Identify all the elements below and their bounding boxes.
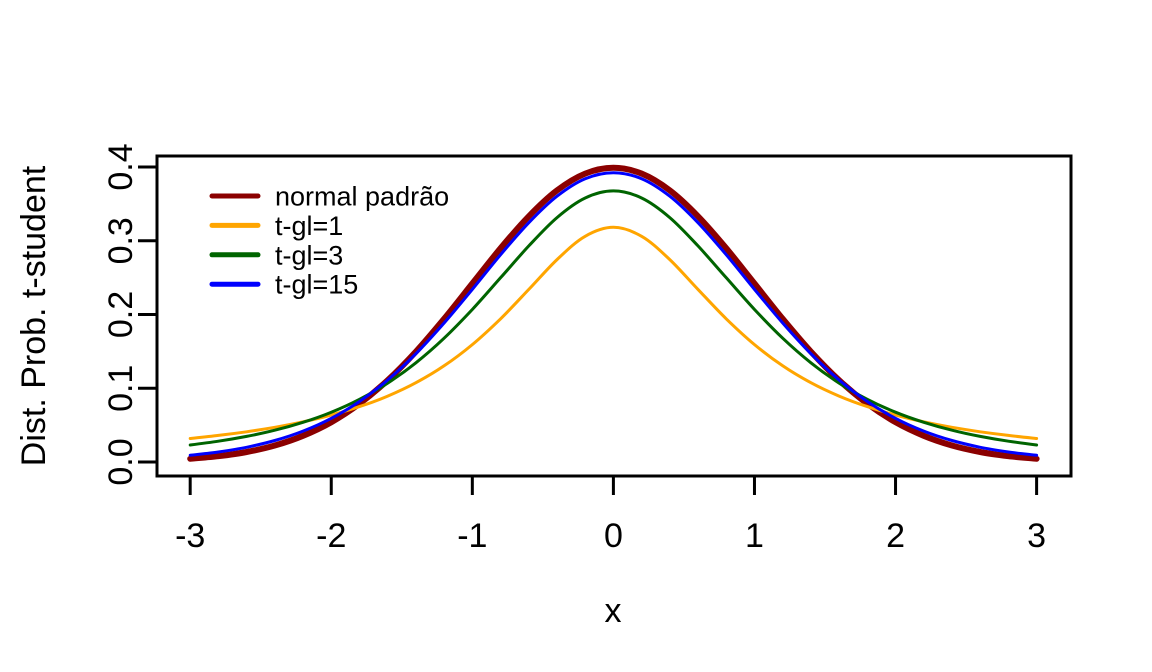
curve-t-gl-3 — [188, 189, 1039, 447]
x-tick-label: -3 — [175, 517, 205, 555]
y-axis: 0.0 0.1 0.2 0.3 0.4 — [102, 143, 157, 486]
legend-label: t-gl=1 — [275, 211, 343, 241]
x-axis-title: x — [605, 592, 622, 630]
legend-label: t-gl=3 — [275, 240, 343, 270]
y-axis-title: Dist. Prob. t-student — [15, 165, 53, 466]
x-tick-label: -1 — [457, 517, 487, 555]
curve-t-gl-1 — [188, 225, 1039, 440]
curve-t-gl-15 — [188, 171, 1039, 457]
x-tick-label: 0 — [604, 517, 623, 555]
x-tick-label: 2 — [886, 517, 905, 555]
legend-label: normal padrão — [275, 182, 449, 212]
y-tick-label: 0.1 — [102, 365, 140, 412]
y-tick-label: 0.4 — [102, 143, 140, 190]
y-tick-label: 0.3 — [102, 217, 140, 264]
x-tick-label: -2 — [316, 517, 346, 555]
x-tick-label: 1 — [745, 517, 764, 555]
legend-label: t-gl=15 — [275, 270, 358, 300]
curves-layer — [187, 164, 1040, 462]
curve-normal-padr-o — [187, 164, 1040, 462]
y-tick-label: 0.2 — [102, 291, 140, 338]
y-tick-label: 0.0 — [102, 438, 140, 485]
x-axis: -3 -2 -1 0 1 2 3 — [175, 476, 1046, 555]
x-tick-label: 3 — [1027, 517, 1046, 555]
